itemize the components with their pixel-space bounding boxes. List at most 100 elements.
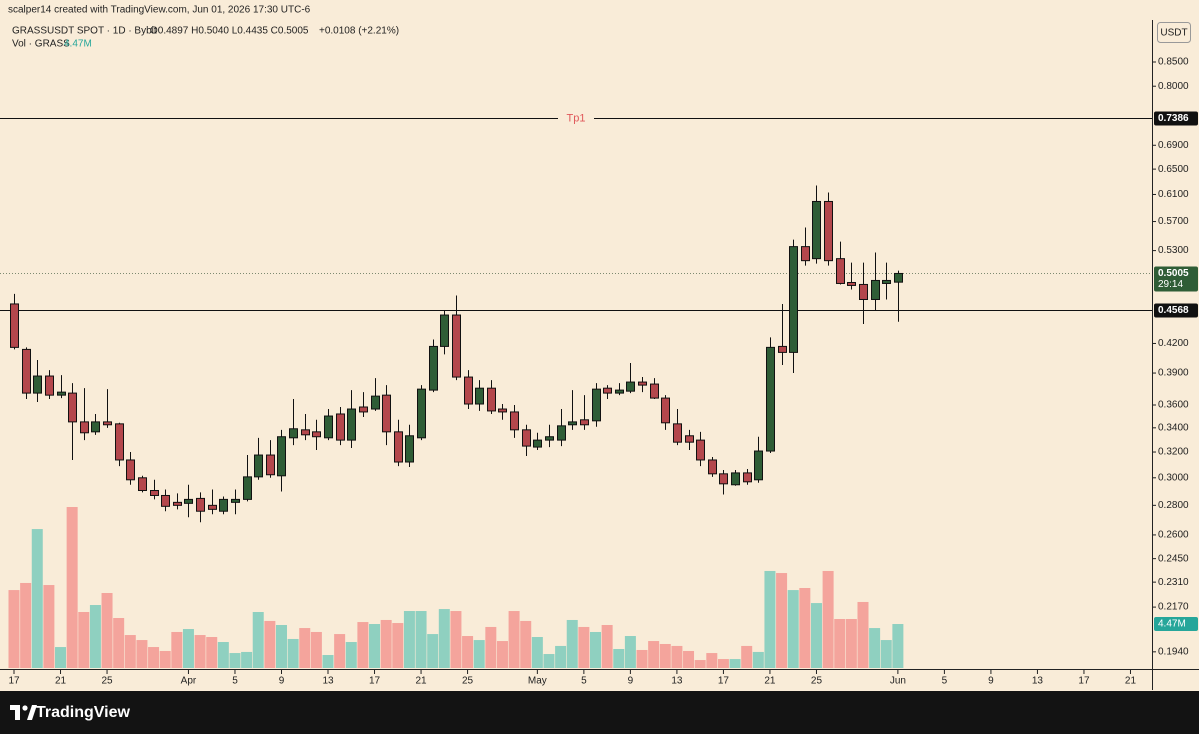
y-tick-label: 0.2450 <box>1158 553 1189 564</box>
volume-bar <box>66 507 78 668</box>
volume-bar <box>334 634 346 668</box>
y-tick-label: 0.4200 <box>1158 338 1189 349</box>
candle-body <box>347 408 356 441</box>
candle-body <box>208 504 217 510</box>
y-tick-label: 0.3400 <box>1158 422 1189 433</box>
candle-body <box>324 415 333 439</box>
volume-bar <box>892 624 904 668</box>
volume-bar <box>880 640 892 668</box>
volume-bar <box>299 628 311 668</box>
currency-box[interactable] <box>1157 22 1191 43</box>
x-tick-label: 9 <box>628 676 634 687</box>
volume-bar <box>869 628 881 668</box>
candle-body <box>45 375 54 396</box>
logo-dot <box>22 705 28 711</box>
candle-body <box>719 473 728 485</box>
volume-bar <box>101 593 113 668</box>
candle-body <box>801 246 810 262</box>
candle-body <box>557 425 566 441</box>
volume-bar <box>55 647 67 668</box>
volume-bar <box>787 590 799 668</box>
candle-body <box>522 429 531 447</box>
brand: TradingView <box>36 704 131 721</box>
candle-body <box>766 346 775 452</box>
level-value: 0.7386 <box>1158 113 1189 124</box>
x-tick-label: 17 <box>8 676 20 687</box>
candle-body <box>847 281 856 286</box>
volume-bar <box>857 601 869 668</box>
x-tick-label: 25 <box>101 676 113 687</box>
level-badge <box>1154 303 1198 318</box>
change: +0.0108 (+2.21%) <box>319 26 399 37</box>
candle-body <box>708 459 717 475</box>
volume-bar <box>113 618 125 668</box>
volume-bar <box>822 570 834 668</box>
volume-bar <box>31 529 43 668</box>
volume-bar <box>392 623 404 668</box>
candle-body <box>603 387 612 394</box>
x-tick-label: 17 <box>369 676 381 687</box>
x-tick-label: 5 <box>232 676 238 687</box>
candle-body <box>882 279 891 284</box>
x-tick-label: Jun <box>890 676 906 687</box>
candle-body <box>196 497 205 512</box>
volume-bar <box>648 641 660 668</box>
candle-body <box>498 408 507 413</box>
volume-last: 4.47M <box>1158 619 1186 630</box>
volume-name: Vol · GRASS <box>12 39 70 50</box>
x-tick-label: 25 <box>811 676 823 687</box>
volume-bar <box>20 582 32 668</box>
candle-body <box>894 272 903 283</box>
volume-bar <box>438 609 450 668</box>
y-tick-label: 0.5300 <box>1158 245 1189 256</box>
volume-bar <box>206 637 218 668</box>
y-tick-label: 0.1940 <box>1158 646 1189 657</box>
volume-bar <box>834 618 846 668</box>
x-tick-label: 13 <box>1032 676 1044 687</box>
volume-bar <box>741 645 753 668</box>
candle-body <box>580 419 589 426</box>
volume-bar <box>590 631 601 668</box>
y-tick-label: 0.2170 <box>1158 602 1189 613</box>
x-tick-label: 9 <box>279 676 285 687</box>
volume-bar <box>159 650 171 668</box>
y-tick-label: 0.2310 <box>1158 577 1189 588</box>
candle-body <box>475 387 484 405</box>
x-tick-label: 17 <box>1078 676 1090 687</box>
volume-bar <box>555 645 567 668</box>
candle-body <box>312 431 321 438</box>
volume-bar <box>194 635 206 668</box>
volume-bar <box>543 654 555 668</box>
candle-body <box>394 431 403 463</box>
volume-bar <box>43 585 55 668</box>
candle-body <box>266 454 275 476</box>
header: scalper14 created with TradingView.com, … <box>8 5 311 16</box>
volume-bar <box>799 587 811 668</box>
volume-bar <box>520 620 532 668</box>
volume-bar <box>345 642 357 668</box>
volume-bar <box>357 622 369 668</box>
x-tick-label: 21 <box>55 676 67 687</box>
volume-bar <box>671 645 683 668</box>
candle-body <box>405 435 414 463</box>
volume-bar <box>717 659 729 668</box>
volume-bar <box>683 650 695 668</box>
candle-body <box>126 459 135 481</box>
y-tick-label: 0.5700 <box>1158 216 1189 227</box>
candle-body <box>545 436 554 441</box>
candle-body <box>731 472 740 486</box>
candle-body <box>487 387 496 412</box>
symbol: GRASSUSDT SPOT · 1D · Bybit <box>12 26 157 37</box>
candle-body <box>592 388 601 422</box>
candle-body <box>568 421 577 426</box>
candle-body <box>289 428 298 439</box>
currency: USDT <box>1160 28 1187 39</box>
volume-bar <box>148 647 160 668</box>
candle-body <box>650 383 659 399</box>
candle-body <box>440 314 449 347</box>
x-tick-label: 13 <box>671 676 683 687</box>
candle-body <box>103 421 112 426</box>
volume-bar <box>182 629 194 668</box>
candle-body <box>10 303 19 348</box>
y-tick-label: 0.3600 <box>1158 400 1189 411</box>
